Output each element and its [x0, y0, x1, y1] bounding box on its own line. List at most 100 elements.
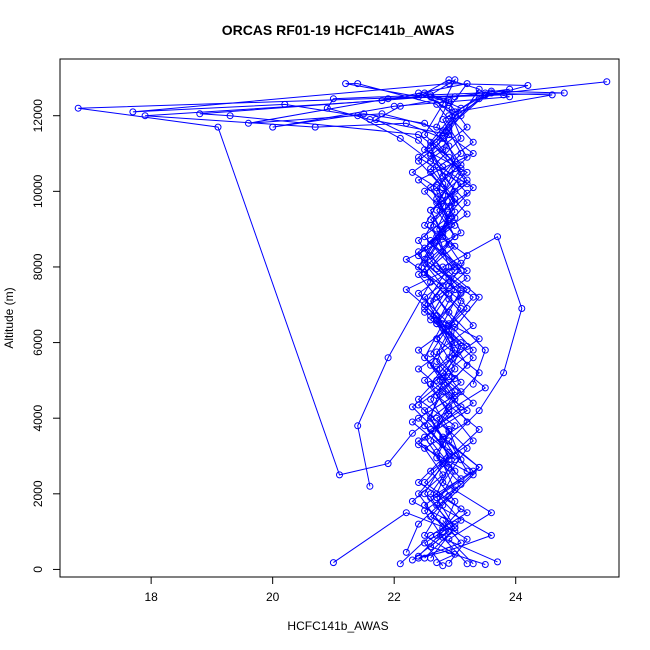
data-point — [475, 85, 483, 93]
data-point — [487, 531, 495, 539]
data-point — [415, 520, 422, 528]
data-point — [415, 289, 422, 297]
data-point — [421, 221, 429, 229]
data-point — [451, 497, 459, 505]
data-point — [463, 210, 471, 218]
series-3 — [196, 87, 568, 568]
data-point — [408, 403, 416, 411]
series-12 — [402, 89, 483, 556]
data-point — [469, 150, 477, 157]
data-point — [439, 516, 447, 524]
data-point — [433, 559, 441, 567]
x-axis: 18 20 22 24 — [144, 576, 523, 604]
y-axis-label: Altitude (m) — [2, 287, 16, 348]
data-point — [487, 509, 495, 517]
data-point — [433, 184, 441, 192]
data-point — [457, 342, 465, 350]
data-point — [415, 401, 422, 409]
data-point — [433, 494, 441, 502]
data-point — [439, 435, 447, 443]
data-point — [439, 562, 447, 570]
data-point — [415, 263, 422, 271]
data-point — [451, 467, 459, 475]
chart-title: ORCAS RF01-19 HCFC141b_AWAS — [222, 22, 455, 38]
data-point — [415, 93, 422, 101]
data-point — [445, 153, 453, 161]
data-point — [421, 479, 429, 486]
data-point — [475, 407, 483, 415]
data-point — [384, 460, 392, 468]
data-point — [445, 123, 453, 131]
data-point — [451, 422, 459, 430]
series-line — [78, 81, 607, 565]
y-tick-label: 10000 — [31, 174, 45, 208]
data-point — [463, 444, 471, 452]
data-point — [378, 97, 386, 105]
data-point — [463, 407, 471, 415]
data-point — [421, 301, 429, 309]
data-point — [421, 444, 429, 452]
data-point — [408, 556, 416, 564]
data-point — [445, 492, 453, 500]
data-point — [415, 271, 422, 278]
data-point — [469, 138, 477, 146]
data-point — [451, 108, 459, 116]
data-point — [475, 369, 483, 377]
data-point — [402, 255, 410, 263]
data-point — [445, 116, 453, 123]
data-point — [433, 414, 441, 422]
data-point — [129, 108, 137, 116]
data-point — [402, 548, 410, 556]
data-point — [524, 82, 532, 89]
data-point — [439, 163, 447, 171]
data-point — [506, 93, 514, 101]
data-point — [421, 507, 429, 515]
data-point — [421, 407, 429, 415]
data-point — [469, 399, 477, 407]
data-point — [196, 110, 204, 118]
data-point — [451, 187, 459, 195]
data-point — [445, 407, 453, 415]
x-tick-label: 20 — [266, 590, 280, 604]
data-point — [451, 365, 459, 373]
data-point — [469, 184, 477, 192]
series-line — [199, 90, 565, 565]
x-tick-label: 24 — [509, 590, 523, 604]
data-point — [463, 274, 471, 282]
data-point — [433, 265, 441, 273]
y-tick-label: 2000 — [31, 480, 45, 507]
data-point — [433, 454, 441, 462]
data-point — [415, 89, 422, 97]
data-point — [445, 535, 453, 543]
data-point — [475, 335, 483, 343]
data-point — [415, 552, 422, 560]
data-point — [445, 99, 453, 106]
data-point — [457, 505, 465, 513]
data-point — [433, 348, 441, 356]
data-point — [451, 93, 459, 101]
data-point — [560, 89, 568, 97]
data-point — [451, 375, 459, 382]
data-point — [548, 91, 556, 99]
data-point — [439, 263, 447, 271]
data-point — [457, 165, 465, 173]
data-point — [427, 350, 435, 358]
data-point — [457, 403, 465, 411]
data-point — [415, 153, 422, 161]
data-point — [457, 150, 465, 157]
data-point — [457, 229, 465, 237]
data-point — [427, 240, 435, 248]
data-point — [427, 361, 435, 369]
data-point — [427, 395, 435, 403]
data-point — [445, 282, 453, 290]
data-point — [408, 168, 416, 176]
data-point — [415, 248, 422, 256]
data-point — [439, 471, 447, 479]
data-point — [408, 429, 416, 437]
x-tick-label: 18 — [144, 590, 158, 604]
data-point — [421, 554, 429, 562]
data-point — [336, 471, 343, 479]
data-point — [481, 91, 489, 99]
data-point — [481, 346, 489, 354]
data-point — [396, 560, 404, 568]
